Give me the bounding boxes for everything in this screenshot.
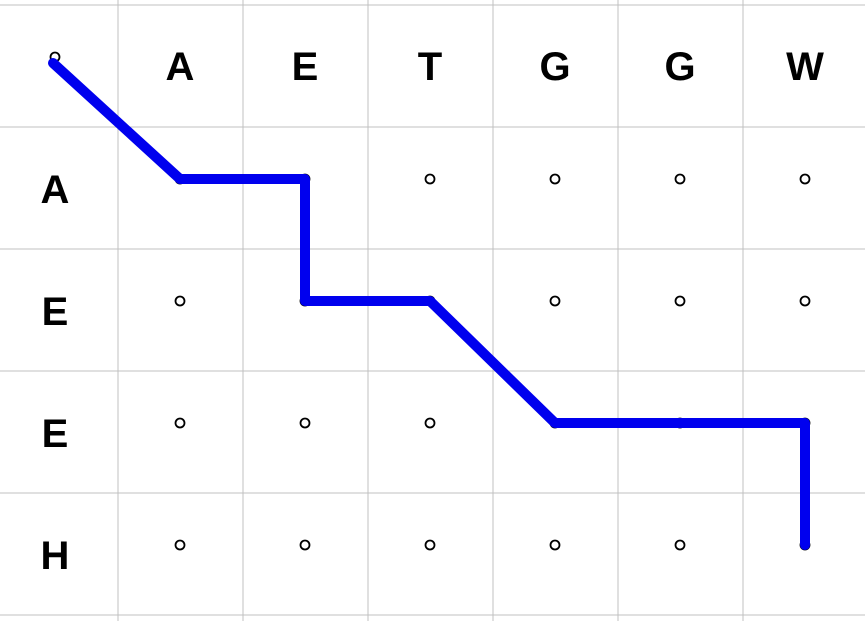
grid-node: [674, 539, 686, 551]
top-letter: G: [664, 45, 696, 89]
top-letter: T: [417, 45, 443, 89]
grid-node: [174, 539, 186, 551]
grid-node: [799, 295, 811, 307]
alignment-path: [48, 58, 810, 550]
grid-node: [424, 539, 436, 551]
grid-node: [174, 295, 186, 307]
grid-node: [549, 295, 561, 307]
top-letter: A: [165, 45, 195, 89]
grid-node: [549, 539, 561, 551]
top-letter: W: [786, 45, 824, 89]
grid-node: [799, 173, 811, 185]
grid-node: [299, 539, 311, 551]
grid-node: [424, 417, 436, 429]
grid-node: [174, 417, 186, 429]
left-letter: H: [40, 534, 70, 578]
left-letter: E: [41, 290, 69, 334]
grid-node: [674, 295, 686, 307]
grid-node: [549, 173, 561, 185]
grid-node: [424, 173, 436, 185]
left-letter: A: [40, 168, 70, 212]
grid-node: [674, 173, 686, 185]
top-letter: G: [539, 45, 571, 89]
grid-node: [299, 417, 311, 429]
top-letter: E: [291, 45, 319, 89]
left-letter: E: [41, 412, 69, 456]
